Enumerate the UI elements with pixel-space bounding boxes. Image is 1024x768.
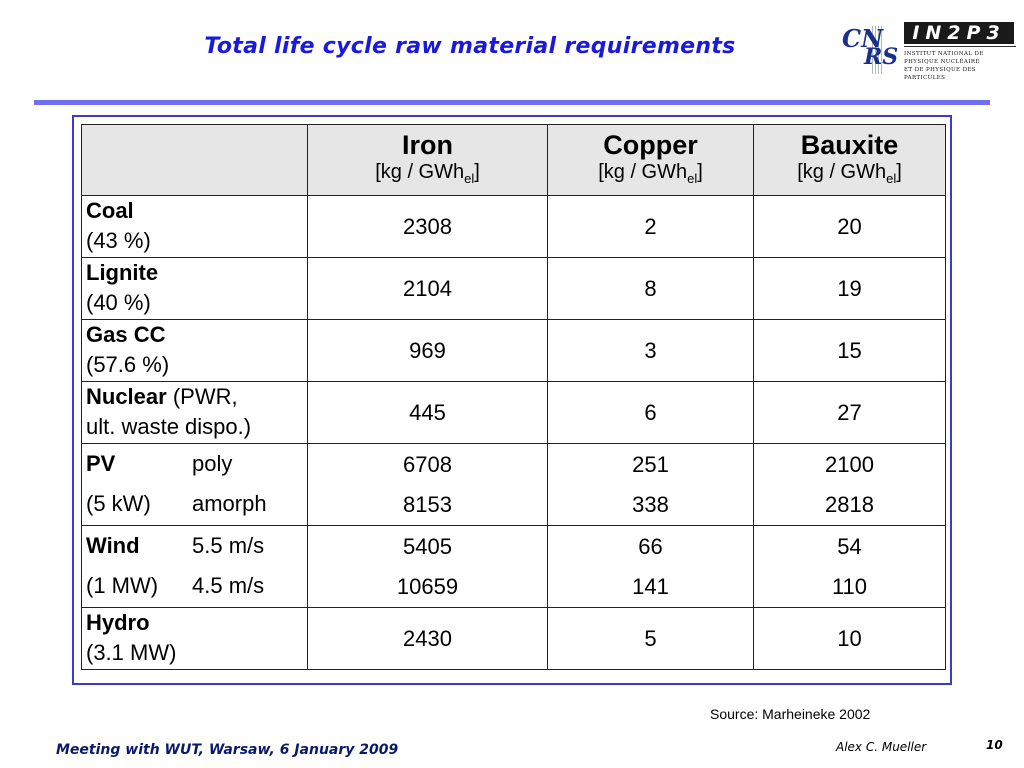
- cell-copper: 8: [547, 257, 754, 320]
- cell-iron: 969: [307, 319, 548, 382]
- in2p3-subtitle: Institut National de Physique Nucléaire …: [904, 51, 984, 81]
- in2p3-logo: IN2P3: [904, 22, 1014, 44]
- footer-meeting: Meeting with WUT, Warsaw, 6 January 2009: [56, 742, 399, 758]
- cell-copper: 251 338: [547, 443, 754, 526]
- page-number: 10: [986, 738, 1003, 752]
- cell-bauxite: 19: [753, 257, 946, 320]
- column-header-copper: Copper [kg / GWhel]: [547, 124, 754, 196]
- source-note: Source: Marheineke 2002: [710, 706, 871, 722]
- cell-bauxite: 20: [753, 195, 946, 258]
- footer-author: Alex C. Mueller: [836, 740, 927, 754]
- cell-copper: 3: [547, 319, 754, 382]
- table-header-row: Iron [kg / GWhel] Copper [kg / GWhel] Ba…: [81, 124, 946, 196]
- cell-iron: 6708 8153: [307, 443, 548, 526]
- cell-bauxite: 15: [753, 319, 946, 382]
- cell-iron: 2308: [307, 195, 548, 258]
- cell-bauxite: 27: [753, 381, 946, 444]
- cell-bauxite: 10: [753, 607, 946, 670]
- cell-iron: 2430: [307, 607, 548, 670]
- row-label: Coal (43 %): [81, 195, 308, 258]
- table-row-pv: PV poly (5 kW) amorph 6708 8153 251 338 21…: [81, 443, 946, 526]
- cell-iron: 445: [307, 381, 548, 444]
- cell-copper: 2: [547, 195, 754, 258]
- row-label: Lignite (40 %): [81, 257, 308, 320]
- header-empty-cell: [81, 124, 308, 196]
- row-label: Nuclear (PWR, ult. waste dispo.): [81, 381, 308, 444]
- cell-iron: 2104: [307, 257, 548, 320]
- table-row-wind: Wind 5.5 m/s (1 MW) 4.5 m/s 5405 10659 66 …: [81, 525, 946, 608]
- row-label: PV poly (5 kW) amorph: [81, 443, 308, 526]
- table-row-lignite: Lignite (40 %) 2104 8 19: [81, 257, 946, 320]
- cnrs-in2p3-logo: CN RS IN2P3 Institut National de Physiqu…: [838, 18, 1018, 81]
- cell-copper: 5: [547, 607, 754, 670]
- row-label: Wind 5.5 m/s (1 MW) 4.5 m/s: [81, 525, 308, 608]
- raw-material-table: Iron [kg / GWhel] Copper [kg / GWhel] Ba…: [81, 124, 946, 670]
- row-label: Hydro (3.1 MW): [81, 607, 308, 670]
- cell-copper: 6: [547, 381, 754, 444]
- cell-copper: 66 141: [547, 525, 754, 608]
- cell-bauxite: 54 110: [753, 525, 946, 608]
- cell-bauxite: 2100 2818: [753, 443, 946, 526]
- slide-title: Total life cycle raw material requiremen…: [204, 34, 736, 59]
- table-row-nuclear: Nuclear (PWR, ult. waste dispo.) 445 6 27: [81, 381, 946, 444]
- column-header-bauxite: Bauxite [kg / GWhel]: [753, 124, 946, 196]
- data-table-frame: Iron [kg / GWhel] Copper [kg / GWhel] Ba…: [72, 115, 952, 685]
- table-row-coal: Coal (43 %) 2308 2 20: [81, 195, 946, 258]
- cell-iron: 5405 10659: [307, 525, 548, 608]
- column-header-iron: Iron [kg / GWhel]: [307, 124, 548, 196]
- table-row-gas-cc: Gas CC (57.6 %) 969 3 15: [81, 319, 946, 382]
- row-label: Gas CC (57.6 %): [81, 319, 308, 382]
- title-rule: [34, 100, 990, 105]
- cnrs-logo: CN RS: [842, 22, 898, 74]
- table-row-hydro: Hydro (3.1 MW) 2430 5 10: [81, 607, 946, 670]
